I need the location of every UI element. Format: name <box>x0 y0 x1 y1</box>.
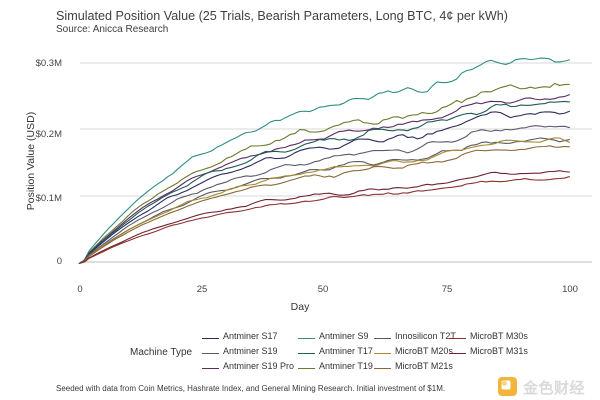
svg-text:金色财经: 金色财经 <box>522 379 585 397</box>
